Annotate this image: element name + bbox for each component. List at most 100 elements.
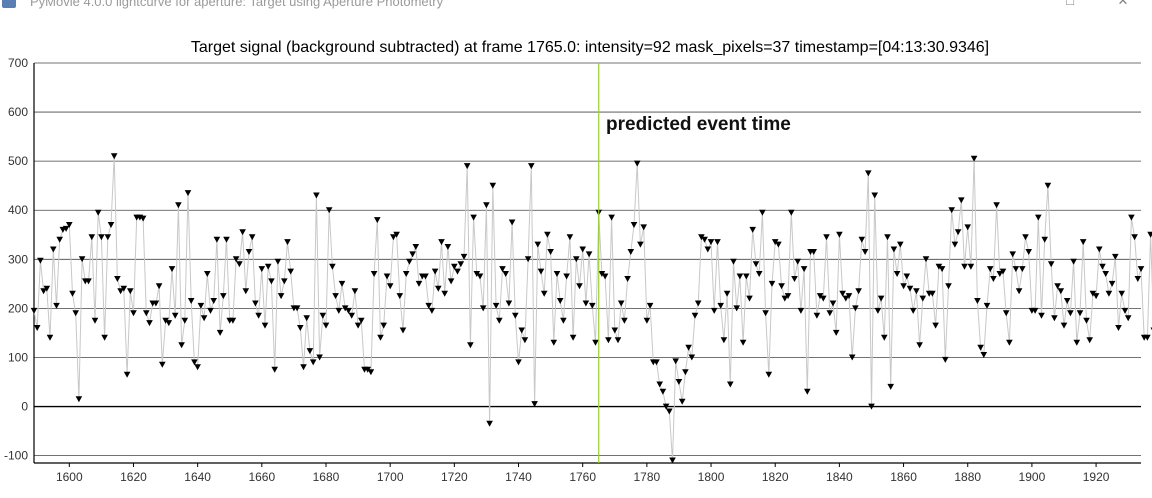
data-point: [640, 224, 647, 231]
data-point: [425, 302, 432, 309]
x-tick-label: 1840: [826, 470, 853, 484]
data-point: [508, 219, 516, 226]
x-tick-label: 1660: [248, 470, 275, 484]
data-point: [701, 236, 708, 243]
y-tick-label: 200: [8, 301, 28, 315]
data-point: [951, 241, 959, 248]
data-point: [1060, 322, 1068, 329]
data-point: [906, 285, 914, 292]
data-point: [245, 249, 253, 255]
data-point: [743, 273, 750, 280]
data-point: [91, 317, 99, 324]
data-point: [845, 293, 853, 300]
data-point: [1035, 214, 1042, 221]
y-tick-label: 400: [8, 203, 28, 217]
data-point: [284, 239, 291, 246]
data-point: [1019, 266, 1026, 273]
data-point: [986, 266, 994, 273]
data-point: [967, 263, 975, 270]
data-point: [431, 268, 439, 275]
data-point: [316, 354, 323, 361]
data-point: [704, 246, 712, 253]
data-point: [823, 234, 830, 241]
window-title: PyMovie 4.0.0 lightcurve for aperture: T…: [30, 0, 444, 9]
maximize-button[interactable]: □: [1066, 0, 1074, 8]
data-point: [313, 192, 320, 199]
data-point: [980, 352, 988, 358]
data-point: [1051, 315, 1058, 322]
x-tick-label: 1620: [120, 470, 147, 484]
data-point: [476, 273, 484, 280]
data-point: [242, 288, 250, 295]
data-point: [1137, 266, 1145, 273]
data-point: [945, 283, 952, 290]
data-point: [216, 329, 224, 336]
data-point: [771, 239, 779, 246]
data-point: [524, 256, 532, 263]
data-point: [390, 234, 397, 241]
data-point: [191, 359, 198, 366]
data-point: [168, 266, 176, 273]
data-point: [617, 300, 625, 307]
data-point: [1022, 234, 1029, 241]
data-point: [643, 317, 651, 324]
data-point: [69, 290, 76, 297]
data-point: [467, 342, 474, 349]
data-point: [264, 263, 272, 270]
data-point: [300, 364, 307, 371]
data-point: [187, 298, 195, 304]
close-button[interactable]: ✕: [1117, 0, 1129, 8]
data-point: [297, 325, 304, 331]
data-point: [415, 280, 423, 287]
data-point: [492, 302, 500, 309]
axes: -100 0 100 200 300 400 500 600 700 1600 1620 1640 16…: [4, 56, 1141, 484]
y-tick-label: 500: [8, 154, 28, 168]
y-tick-label: 700: [8, 56, 28, 70]
data-point: [460, 253, 468, 260]
data-point: [996, 271, 1004, 277]
x-tick-label: 1880: [954, 470, 981, 484]
data-point: [1044, 182, 1052, 189]
data-point: [332, 293, 339, 300]
data-point: [159, 361, 166, 368]
data-point: [46, 334, 54, 341]
data-point: [101, 334, 108, 341]
data-point: [909, 307, 917, 314]
data-point: [1012, 266, 1020, 273]
data-point: [117, 288, 124, 295]
data-point: [839, 290, 846, 297]
data-point: [733, 305, 740, 312]
data-point: [646, 302, 654, 309]
data-point: [515, 359, 522, 366]
data-point: [775, 241, 782, 248]
data-point: [229, 317, 237, 324]
data-point: [171, 312, 179, 319]
y-tick-label: 0: [21, 400, 28, 414]
data-point: [624, 276, 631, 282]
data-point: [736, 273, 744, 280]
data-point: [489, 182, 497, 189]
data-point: [428, 307, 436, 314]
data-point: [974, 298, 981, 304]
data-point: [1134, 276, 1142, 282]
data-point: [560, 317, 567, 324]
data-point: [832, 329, 840, 336]
data-point: [258, 266, 266, 273]
data-point: [88, 234, 96, 241]
data-point: [589, 302, 596, 309]
data-point: [608, 214, 615, 221]
data-point: [547, 249, 554, 255]
data-point: [354, 322, 362, 329]
x-tick-label: 1600: [56, 470, 83, 484]
data-point: [569, 334, 577, 341]
data-point: [688, 354, 696, 361]
data-point: [672, 358, 679, 365]
data-point: [473, 271, 481, 277]
data-point: [66, 222, 73, 228]
x-tick-label: 1640: [184, 470, 211, 484]
data-point: [518, 327, 525, 334]
data-point: [505, 300, 513, 307]
data-point: [261, 322, 269, 329]
data-point: [123, 371, 131, 378]
data-point: [268, 278, 275, 285]
